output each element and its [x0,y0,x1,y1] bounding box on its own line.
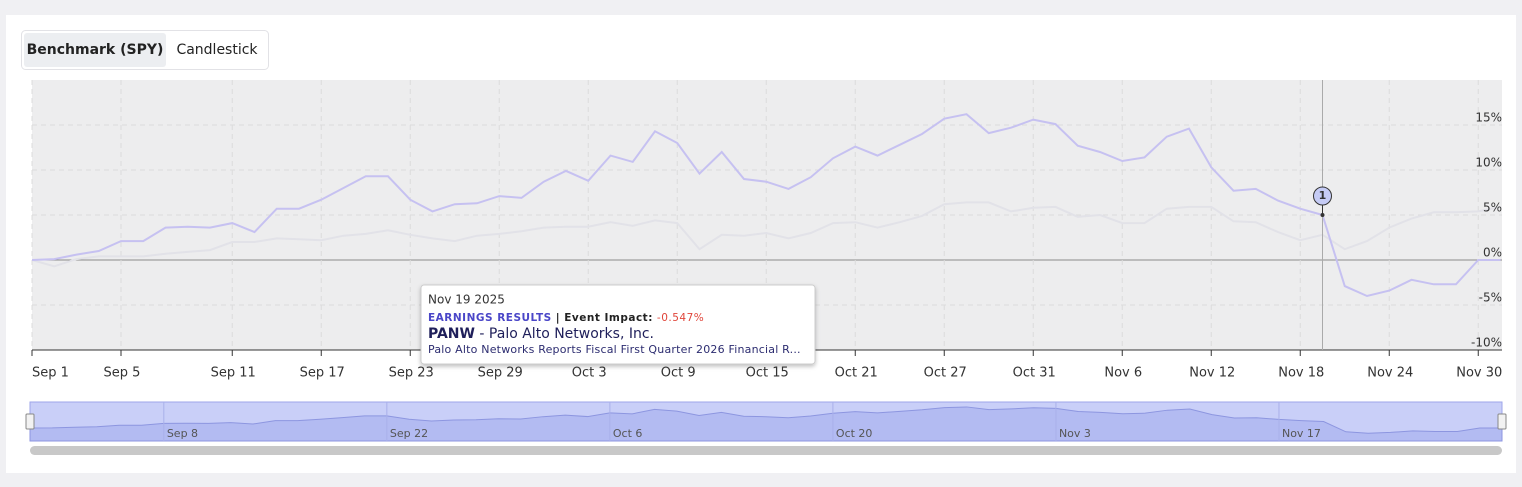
navigator-label: Nov 17 [1282,427,1321,440]
x-tick-label: Sep 23 [389,366,434,381]
tooltip [420,284,816,365]
navigator-label: Oct 6 [613,427,643,440]
tooltip-date: Nov 19 2025 [428,293,505,307]
navigator-label: Nov 3 [1059,427,1091,440]
x-tick-label: Sep 11 [211,366,256,381]
navigator-label: Oct 20 [836,427,873,440]
navigator-handle[interactable] [1497,413,1507,430]
x-tick-label: Nov 6 [1104,366,1142,381]
y-tick-label: 0% [1483,246,1502,260]
series-line [31,113,1501,298]
x-tick-label: Oct 27 [924,366,967,381]
y-tick-label: 5% [1483,201,1502,215]
x-tick-label: Nov 12 [1189,366,1235,381]
navigator-label: Sep 8 [167,427,198,440]
x-tick-label: Sep 29 [478,366,523,381]
x-tick-label: Oct 3 [572,366,607,381]
ticker: PANW [428,326,475,342]
tab[interactable]: Benchmark (SPY) [27,42,164,58]
navigator-handle[interactable] [25,413,35,430]
event-category: EARNINGS RESULTS [428,312,552,324]
x-tick-label: Oct 31 [1013,366,1056,381]
marker-dot [1320,213,1325,217]
navigator-label: Sep 22 [390,427,428,440]
tab-selected[interactable] [24,33,166,67]
x-tick-label: Nov 24 [1367,366,1413,381]
tooltip-headline: Palo Alto Networks Reports Fiscal First … [428,343,801,356]
y-tick-label: -5% [1479,291,1502,305]
x-tick-label: Oct 15 [746,366,789,381]
event-impact: -0.547% [657,312,704,324]
x-tick-label: Sep 17 [300,366,345,381]
x-tick-label: Oct 21 [835,366,878,381]
y-tick-label: -10% [1471,336,1502,350]
tooltip-company: PANW - Palo Alto Networks, Inc. [428,326,654,342]
x-tick-label: Oct 9 [661,366,696,381]
event-impact-label: | Event Impact: [556,312,653,324]
event-marker-label: 1 [1319,189,1327,202]
event-marker [1313,186,1332,206]
series-line [31,201,1501,268]
x-tick-label: Nov 18 [1278,366,1324,381]
y-tick-label: 10% [1475,156,1502,170]
tooltip-event: EARNINGS RESULTS | Event Impact: -0.547% [428,312,704,324]
x-tick-label: Sep 5 [104,366,141,381]
y-tick-label: 15% [1475,111,1502,125]
company: - Palo Alto Networks, Inc. [475,326,654,342]
navigator-area [29,406,1503,442]
scrollbar[interactable] [30,446,1502,455]
tab[interactable]: Candlestick [176,42,258,58]
x-tick-label: Nov 30 [1456,366,1502,381]
x-tick-label: Sep 1 [32,366,69,381]
